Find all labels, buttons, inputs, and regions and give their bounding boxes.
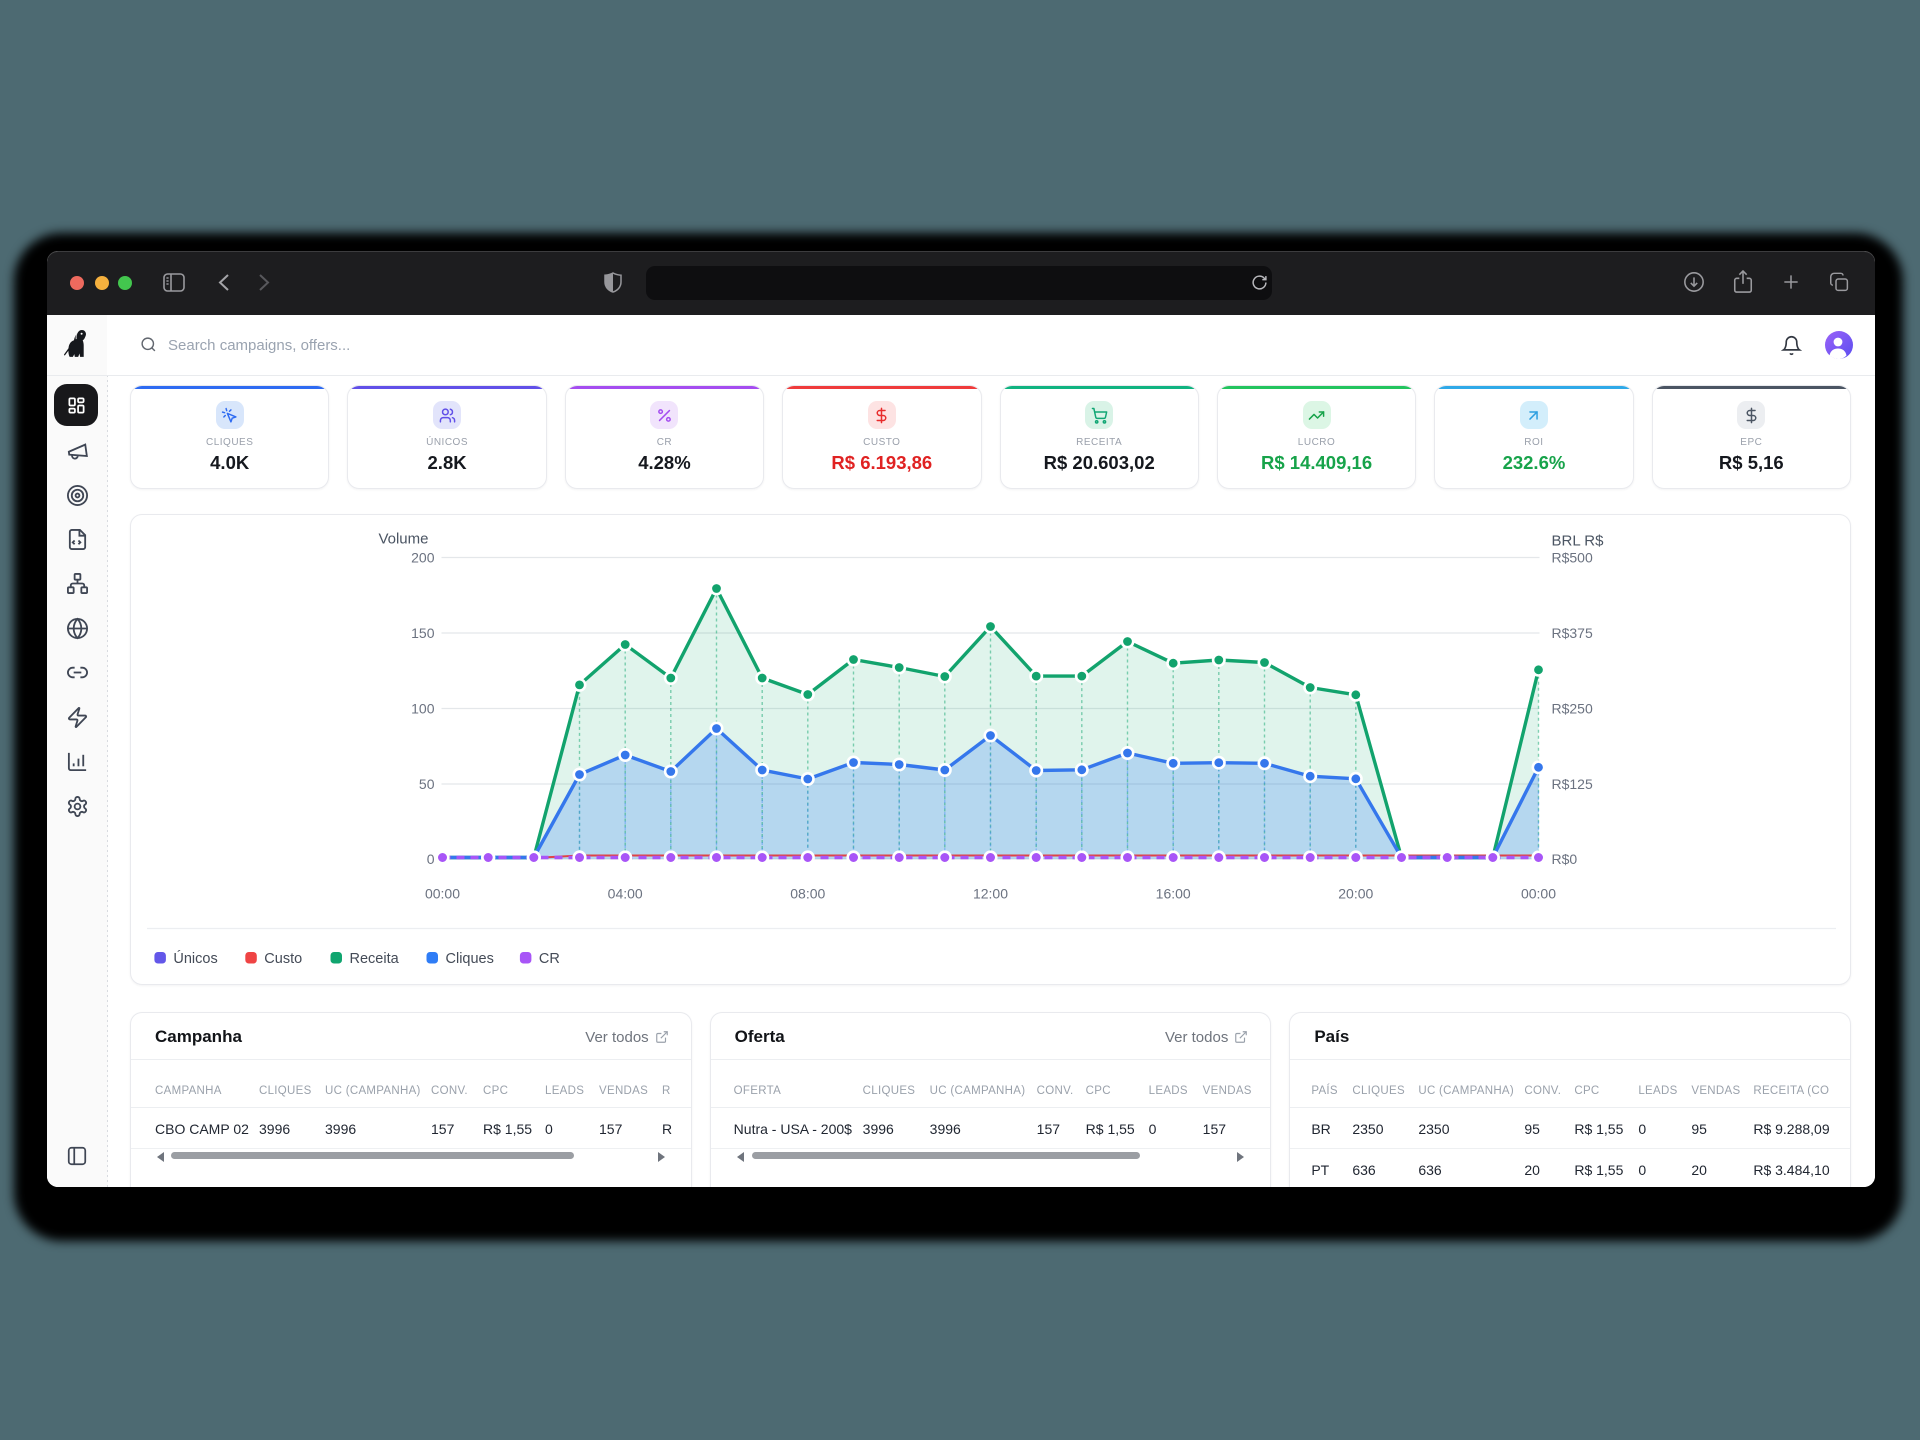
svg-text:08:00: 08:00: [790, 886, 825, 902]
svg-text:R$500: R$500: [1552, 550, 1593, 566]
svg-text:20:00: 20:00: [1338, 886, 1373, 902]
svg-text:Custo: Custo: [264, 951, 302, 967]
svg-text:R$250: R$250: [1552, 701, 1593, 717]
svg-text:100: 100: [411, 701, 435, 717]
svg-text:12:00: 12:00: [973, 886, 1008, 902]
svg-text:CR: CR: [539, 951, 560, 967]
svg-text:150: 150: [411, 625, 435, 641]
svg-text:50: 50: [419, 776, 435, 792]
svg-text:04:00: 04:00: [608, 886, 643, 902]
svg-text:200: 200: [411, 550, 435, 566]
svg-text:R$375: R$375: [1552, 625, 1593, 641]
svg-text:Receita: Receita: [350, 951, 400, 967]
svg-text:R$125: R$125: [1552, 776, 1593, 792]
svg-text:Volume: Volume: [378, 531, 428, 548]
svg-text:0: 0: [427, 851, 435, 867]
svg-text:Únicos: Únicos: [173, 950, 217, 967]
svg-text:Cliques: Cliques: [446, 951, 494, 967]
svg-text:00:00: 00:00: [425, 886, 460, 902]
svg-text:BRL R$: BRL R$: [1552, 533, 1605, 550]
svg-text:00:00: 00:00: [1521, 886, 1556, 902]
svg-text:R$0: R$0: [1552, 851, 1578, 867]
svg-text:16:00: 16:00: [1156, 886, 1191, 902]
